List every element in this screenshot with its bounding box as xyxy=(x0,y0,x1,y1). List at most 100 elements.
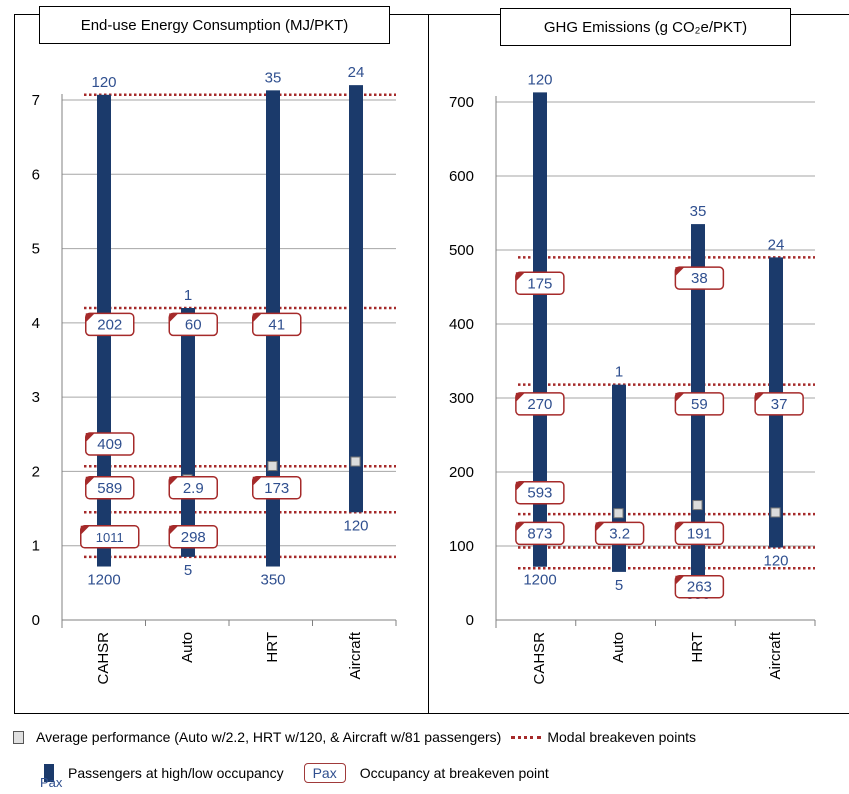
energy-bar-bottom-label: 5 xyxy=(184,562,192,579)
legend-breakeven-swatch xyxy=(511,735,542,739)
ghg-breakeven-label-corner xyxy=(515,392,525,402)
energy-category-label: Auto xyxy=(179,632,196,663)
ghg-breakeven-label: 263 xyxy=(687,579,712,596)
energy-breakeven-label-corner xyxy=(169,313,179,323)
energy-range-bar xyxy=(181,308,195,557)
ghg-breakeven-label-box xyxy=(594,521,645,546)
energy-breakeven-label-box xyxy=(80,525,140,549)
energy-breakeven-label: 298 xyxy=(181,529,206,546)
ghg-breakeven-label: 175 xyxy=(527,275,552,292)
energy-average-marker xyxy=(350,456,361,467)
energy-breakeven-label-box xyxy=(252,476,302,500)
energy-breakeven-label-corner xyxy=(252,313,262,323)
energy-average-marker xyxy=(267,460,278,471)
ghg-breakeven-label-box xyxy=(515,521,565,546)
ghg-y-tick-label: 700 xyxy=(449,94,474,111)
ghg-category-label: CAHSR xyxy=(531,632,548,685)
energy-breakeven-label-box xyxy=(168,525,218,549)
legend-highlow-pax-label: Pax xyxy=(40,775,63,790)
energy-chart-title: End-use Energy Consumption (MJ/PKT) xyxy=(39,6,390,44)
ghg-y-tick-label: 0 xyxy=(466,612,474,629)
ghg-breakeven-label-box xyxy=(674,266,725,290)
ghg-y-tick-label: 200 xyxy=(449,464,474,481)
energy-bar-top-label: 24 xyxy=(348,64,365,81)
energy-breakeven-label-corner xyxy=(85,432,95,442)
energy-bar-bottom-label: 350 xyxy=(260,572,285,589)
energy-category-label: CAHSR xyxy=(95,632,112,685)
energy-y-tick-label: 7 xyxy=(32,92,40,109)
ghg-breakeven-label-corner xyxy=(755,392,765,402)
energy-range-bar xyxy=(349,85,363,513)
energy-breakeven-label: 202 xyxy=(97,316,122,333)
ghg-breakeven-label-box xyxy=(515,392,565,416)
ghg-breakeven-label: 37 xyxy=(771,396,788,413)
legend-average-swatch xyxy=(13,730,24,744)
legend-average-label: Average performance (Auto w/2.2, HRT w/1… xyxy=(36,729,502,745)
ghg-y-tick-label: 400 xyxy=(449,316,474,333)
ghg-breakeven-label-box xyxy=(515,271,565,296)
energy-breakeven-label-box xyxy=(85,432,135,456)
ghg-average-marker xyxy=(692,500,703,511)
ghg-breakeven-label: 593 xyxy=(527,485,552,502)
energy-category-label: HRT xyxy=(264,632,281,663)
energy-breakeven-label-corner xyxy=(80,525,90,535)
ghg-breakeven-label-box xyxy=(674,392,725,416)
ghg-bar-top-label: 24 xyxy=(768,236,785,253)
energy-bar-top-label: 120 xyxy=(91,74,116,91)
energy-y-tick-label: 6 xyxy=(32,166,40,183)
ghg-category-label: Auto xyxy=(610,632,627,663)
energy-y-tick-label: 4 xyxy=(32,315,40,332)
ghg-breakeven-label: 873 xyxy=(527,525,552,542)
ghg-category-label: HRT xyxy=(689,632,706,663)
ghg-y-tick-label: 500 xyxy=(449,242,474,259)
energy-breakeven-label: 41 xyxy=(268,316,285,333)
energy-breakeven-label: 409 xyxy=(97,436,122,453)
legend-breakeven-box-swatch: Pax xyxy=(303,763,346,783)
ghg-y-tick-label: 600 xyxy=(449,168,474,185)
ghg-breakeven-label-corner xyxy=(675,267,685,277)
energy-bar-top-label: 35 xyxy=(265,69,282,86)
ghg-breakeven-label-corner xyxy=(675,522,685,532)
energy-breakeven-label-corner xyxy=(85,476,95,486)
energy-bar-bottom-label: 1200 xyxy=(87,572,120,589)
ghg-breakeven-label: 38 xyxy=(691,270,708,287)
energy-y-tick-label: 2 xyxy=(32,463,40,480)
energy-breakeven-label-box xyxy=(252,312,302,337)
ghg-y-tick-label: 100 xyxy=(449,538,474,555)
energy-y-tick-label: 3 xyxy=(32,389,40,406)
energy-y-tick-label: 5 xyxy=(32,241,40,258)
energy-breakeven-label-corner xyxy=(252,476,262,486)
legend-highlow-row: Passengers at high/low occupancy Pax Occ… xyxy=(44,763,549,783)
ghg-breakeven-label-box xyxy=(674,521,725,546)
energy-breakeven-label-corner xyxy=(169,476,179,486)
energy-breakeven-label-box xyxy=(85,476,135,500)
ghg-breakeven-label-corner xyxy=(515,272,525,282)
ghg-category-label: Aircraft xyxy=(767,631,784,679)
legend-highlow-label: Passengers at high/low occupancy xyxy=(68,765,284,781)
ghg-breakeven-label-box xyxy=(754,392,804,416)
ghg-y-tick-label: 300 xyxy=(449,390,474,407)
ghg-breakeven-label-corner xyxy=(515,522,525,532)
ghg-breakeven-label-corner xyxy=(595,522,605,532)
ghg-breakeven-label-box xyxy=(674,574,725,599)
ghg-bar-top-label: 120 xyxy=(527,71,552,88)
energy-y-tick-label: 0 xyxy=(32,612,40,629)
ghg-bar-bottom-label: 5 xyxy=(615,577,623,594)
ghg-breakeven-label-corner xyxy=(675,392,685,402)
energy-bar-top-label: 1 xyxy=(184,287,192,304)
legend-highlow-swatch xyxy=(44,764,54,782)
ghg-average-marker xyxy=(770,507,781,518)
energy-breakeven-label-box xyxy=(85,312,135,337)
ghg-average-marker xyxy=(613,508,624,519)
ghg-breakeven-label: 191 xyxy=(687,525,712,542)
ghg-breakeven-label: 59 xyxy=(691,396,708,413)
ghg-breakeven-label-corner xyxy=(675,575,685,585)
ghg-breakeven-label: 3.2 xyxy=(609,525,630,542)
energy-breakeven-label-corner xyxy=(85,313,95,323)
ghg-range-bar xyxy=(533,92,547,567)
energy-breakeven-label: 2.9 xyxy=(183,480,204,497)
ghg-bar-top-label: 1 xyxy=(615,364,623,381)
legend-breakeven-box-label: Occupancy at breakeven point xyxy=(359,765,549,781)
